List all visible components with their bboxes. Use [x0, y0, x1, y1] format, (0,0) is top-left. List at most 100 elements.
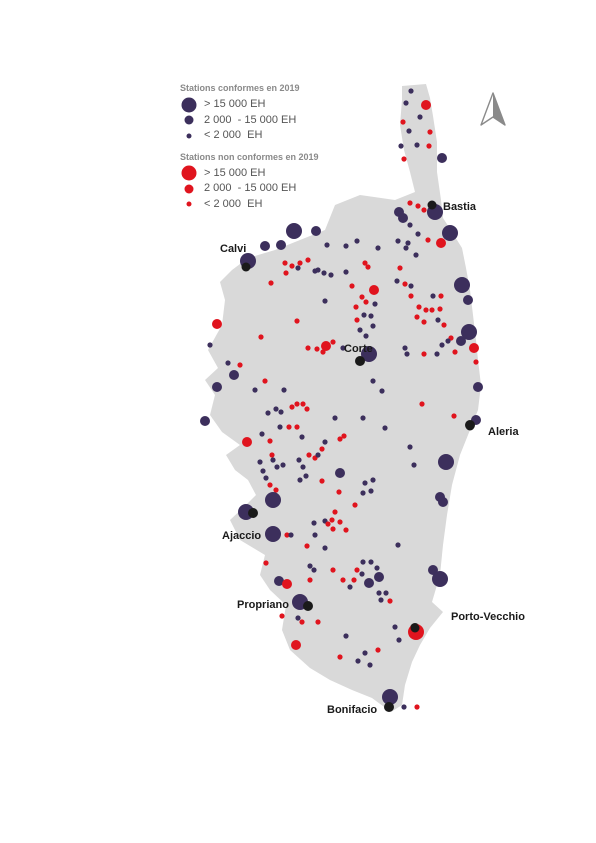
station-marker-non-conforme-small [314, 346, 320, 352]
station-marker-conforme-small [280, 462, 286, 468]
station-marker-conforme-small [343, 243, 349, 249]
city-labels: Bastia Calvi Corte Aleria Ajaccio Propri… [220, 201, 525, 716]
station-marker-conforme-small [405, 240, 411, 246]
station-marker-conforme-small [322, 439, 328, 445]
station-marker-conforme-small [362, 650, 368, 656]
station-marker-non-conforme-small [441, 322, 447, 328]
station-marker-non-conforme-medium [291, 640, 301, 650]
station-marker-non-conforme-small [337, 654, 343, 660]
station-marker-non-conforme-small [307, 577, 313, 583]
station-marker-conforme-small [382, 425, 388, 431]
station-marker-non-conforme-small [320, 349, 326, 355]
station-marker-conforme-small [277, 424, 283, 430]
city-marker [241, 262, 251, 272]
station-marker-non-conforme-small [319, 446, 325, 452]
station-marker-conforme-small [332, 415, 338, 421]
station-marker-non-conforme-small [286, 424, 292, 430]
station-marker-conforme-small [370, 477, 376, 483]
station-marker-conforme-small [257, 459, 263, 465]
station-marker-conforme-small [392, 624, 398, 630]
station-marker-non-conforme-small [294, 318, 300, 324]
station-marker-conforme-small [273, 406, 279, 412]
city-label-aleria: Aleria [488, 426, 519, 438]
station-marker-non-conforme-small [269, 452, 275, 458]
station-marker-city-medium [303, 601, 313, 611]
station-marker-non-conforme-small [375, 647, 381, 653]
station-marker-conforme-small [404, 351, 410, 357]
station-marker-conforme-small [408, 88, 414, 94]
legend-symbol-conforme-large [180, 97, 198, 112]
station-marker-non-conforme-small [414, 704, 420, 710]
station-marker-conforme-medium [374, 572, 384, 582]
station-marker-conforme-small [311, 567, 317, 573]
station-marker-non-conforme-small [282, 260, 288, 266]
station-marker-conforme-small [299, 434, 305, 440]
station-marker-non-conforme-medium [369, 285, 379, 295]
station-marker-conforme-small [295, 265, 301, 271]
station-marker-conforme-medium [398, 213, 408, 223]
station-marker-non-conforme-small [262, 378, 268, 384]
station-marker-conforme-small [430, 293, 436, 299]
station-marker-conforme-small [394, 278, 400, 284]
station-marker-conforme-medium [260, 241, 270, 251]
station-marker-conforme-small [278, 409, 284, 415]
station-marker-conforme-large [265, 526, 281, 542]
legend-item-conforme-medium: 2 000 - 15 000 EH [180, 113, 380, 129]
station-marker-conforme-small [378, 597, 384, 603]
legend-label: 2 000 - 15 000 EH [204, 182, 297, 194]
station-marker-non-conforme-medium [321, 341, 331, 351]
station-marker-conforme-small [322, 298, 328, 304]
city-label-ajaccio: Ajaccio [222, 530, 261, 542]
station-marker-conforme-small [324, 242, 330, 248]
station-marker-conforme-small [375, 245, 381, 251]
legend-label: < 2 000 EH [204, 129, 263, 141]
station-marker-non-conforme-small [304, 406, 310, 412]
station-marker-non-conforme-small [387, 598, 393, 604]
station-marker-conforme-medium [335, 468, 345, 478]
station-marker-non-conforme-small [437, 306, 443, 312]
station-marker-conforme-small [296, 457, 302, 463]
station-marker-conforme-medium [212, 382, 222, 392]
station-marker-conforme-small [315, 452, 321, 458]
station-marker-conforme-small [343, 269, 349, 275]
legend-item-non-conforme-medium: 2 000 - 15 000 EH [180, 181, 380, 197]
station-marker-non-conforme-small [397, 265, 403, 271]
station-marker-conforme-small [368, 488, 374, 494]
station-marker-non-conforme-small [299, 619, 305, 625]
legend-symbol-conforme-medium [180, 113, 198, 128]
station-marker-non-conforme-medium [421, 100, 431, 110]
legend-title-conformes: Stations conformes en 2019 [180, 83, 300, 93]
station-marker-conforme-small [288, 532, 294, 538]
station-marker-conforme-medium [311, 226, 321, 236]
station-marker-non-conforme-small [402, 281, 408, 287]
station-marker-non-conforme-small [305, 345, 311, 351]
station-marker-conforme-small [379, 388, 385, 394]
station-marker-non-conforme-small [354, 317, 360, 323]
station-marker-non-conforme-small [365, 264, 371, 270]
station-marker-non-conforme-small [426, 143, 432, 149]
station-marker-non-conforme-medium [242, 437, 252, 447]
legend-label: 2 000 - 15 000 EH [204, 113, 297, 126]
north-arrow-icon [480, 92, 506, 126]
station-marker-non-conforme-small [421, 319, 427, 325]
station-marker-conforme-small [321, 270, 327, 276]
station-marker-conforme-small [415, 231, 421, 237]
station-marker-conforme-small [362, 480, 368, 486]
station-marker-conforme-small [395, 238, 401, 244]
station-marker-non-conforme-small [400, 119, 406, 125]
station-marker-non-conforme-small [294, 424, 300, 430]
station-marker-conforme-small [225, 360, 231, 366]
station-marker-conforme-small [343, 633, 349, 639]
station-marker-non-conforme-small [284, 532, 290, 538]
station-marker-conforme-medium [473, 382, 483, 392]
station-marker-non-conforme-small [337, 519, 343, 525]
city-label-bonifacio: Bonifacio [327, 704, 377, 716]
station-marker-conforme-small [252, 387, 258, 393]
station-marker-conforme-small [328, 272, 334, 278]
station-marker-conforme-small [357, 327, 363, 333]
station-marker-non-conforme-small [329, 517, 335, 523]
station-marker-conforme-small [413, 252, 419, 258]
station-marker-conforme-medium [438, 497, 448, 507]
station-marker-non-conforme-small [354, 567, 360, 573]
station-marker-conforme-small [417, 114, 423, 120]
